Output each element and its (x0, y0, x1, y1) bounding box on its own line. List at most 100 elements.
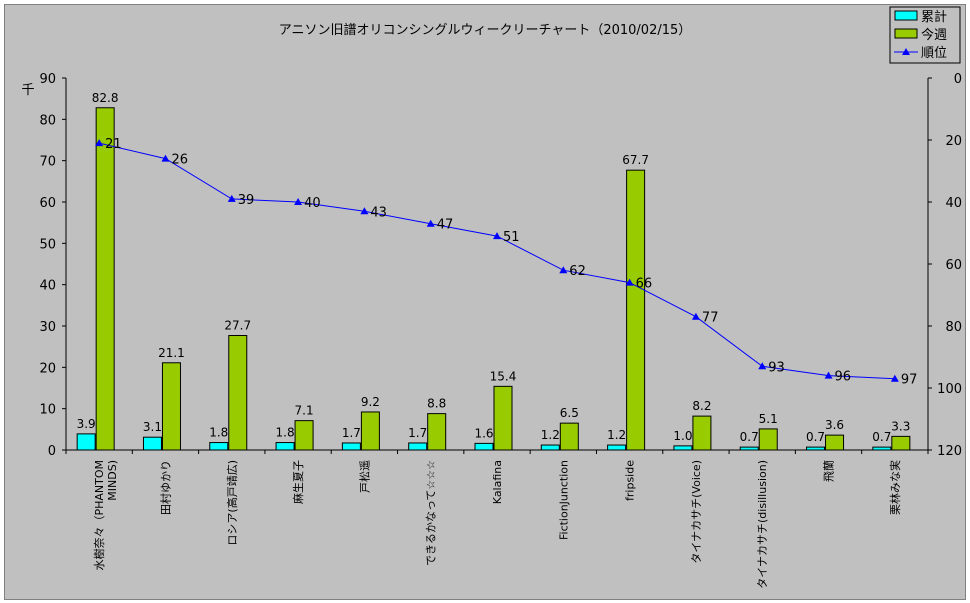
rank-marker (890, 374, 899, 382)
rank-label: 47 (437, 218, 454, 233)
bar-label-cumulative: 1.2 (541, 428, 560, 442)
bar-label-cumulative: 1.8 (209, 426, 228, 440)
bar-this-week (891, 435, 911, 451)
bar-this-week (626, 169, 646, 451)
legend-swatch (894, 28, 918, 39)
rank-marker (559, 266, 568, 274)
x-tick-label: FictionJunction (557, 460, 570, 540)
bar-label-this-week: 27.7 (224, 319, 251, 333)
x-tick-label: 麻生夏子 (291, 460, 305, 504)
x-tick-label: タイナカサチ(Voice) (690, 460, 703, 564)
legend-label: 順位 (921, 46, 947, 61)
rank-marker (161, 154, 170, 162)
bar-label-this-week: 3.3 (891, 419, 910, 433)
bar-cumulative (673, 445, 693, 451)
bar-cumulative (607, 444, 627, 451)
bar-label-this-week: 82.8 (92, 91, 119, 105)
x-tick-label: できるかなって☆☆☆ (425, 460, 438, 566)
y2-tick-label: 0 (954, 72, 962, 87)
rank-label: 66 (636, 277, 653, 292)
bar-label-cumulative: 1.7 (342, 426, 361, 440)
bar-label-cumulative: 3.1 (143, 420, 162, 434)
bar-label-cumulative: 0.7 (740, 430, 759, 444)
rank-label: 93 (768, 360, 785, 375)
rank-label: 40 (304, 196, 321, 211)
y-tick-label: 20 (39, 361, 56, 376)
rank-marker (625, 278, 634, 286)
rank-label: 97 (901, 373, 918, 388)
bar-this-week (228, 335, 248, 451)
rank-marker (493, 232, 501, 240)
bar-this-week (161, 362, 181, 451)
legend-swatch (894, 10, 918, 21)
chart-title: アニソン旧譜オリコンシングルウィークリーチャート（2010/02/15） (279, 23, 692, 38)
bar-label-this-week: 7.1 (295, 404, 314, 418)
bar-label-this-week: 3.6 (825, 418, 844, 432)
bar-this-week (294, 420, 314, 451)
x-tick-label: タイナカサチ(disillusion) (756, 460, 769, 589)
bar-cumulative (76, 433, 96, 451)
rank-label: 96 (835, 370, 852, 385)
rank-label: 77 (702, 311, 719, 326)
bar-cumulative (739, 446, 759, 451)
bar-label-this-week: 6.5 (560, 406, 579, 420)
legend-label: 累計 (921, 9, 947, 25)
bar-label-this-week: 15.4 (490, 369, 517, 383)
rank-label: 26 (171, 153, 188, 168)
bar-this-week (758, 428, 778, 451)
rank-label: 21 (105, 137, 122, 152)
x-tick-label: Kalafina (491, 460, 504, 504)
bar-label-this-week: 8.8 (427, 397, 446, 411)
rank-label: 51 (503, 230, 520, 245)
rank-marker (691, 312, 700, 320)
x-tick-label: 田村ゆかり (158, 460, 172, 515)
y-tick-label: 0 (48, 444, 56, 459)
x-tick-label-line2: MINDS) (106, 460, 119, 501)
x-tick-label: ロシア(高戸靖広) (225, 460, 239, 546)
legend-marker (902, 48, 910, 55)
y-tick-label: 90 (39, 72, 56, 87)
bar-label-this-week: 5.1 (759, 412, 778, 426)
y-tick-label: 80 (39, 113, 56, 128)
rank-label: 39 (238, 193, 255, 208)
rank-marker (824, 371, 833, 379)
bar-this-week (559, 422, 579, 451)
x-tick-label: 水樹奈々（PHANTOM (92, 460, 106, 571)
chart-frame (4, 4, 966, 600)
bar-this-week (825, 434, 845, 451)
bar-label-this-week: 9.2 (361, 395, 380, 409)
bar-cumulative (142, 436, 162, 451)
y-tick-label: 50 (39, 237, 56, 252)
bar-label-cumulative: 0.7 (872, 430, 891, 444)
rank-label: 62 (569, 264, 586, 279)
bar-this-week (427, 413, 447, 451)
rank-marker (95, 139, 104, 147)
y2-tick-label: 120 (937, 444, 962, 459)
x-tick-label: 栗林みな実 (888, 460, 902, 515)
bar-this-week (493, 385, 513, 451)
bar-this-week (360, 411, 380, 451)
rank-marker (227, 194, 236, 202)
bar-label-this-week: 8.2 (692, 399, 711, 413)
rank-marker (426, 219, 435, 227)
rank-marker (758, 362, 767, 370)
x-tick-label: 飛蘭 (823, 460, 836, 482)
y2-tick-label: 40 (945, 196, 962, 211)
y-tick-label: 40 (39, 279, 56, 294)
legend-label: 今週 (921, 27, 947, 43)
bar-cumulative (209, 442, 229, 451)
bar-cumulative (540, 444, 560, 451)
bar-cumulative (872, 446, 892, 451)
bar-cumulative (341, 442, 361, 451)
bar-label-cumulative: 0.7 (806, 430, 825, 444)
bar-cumulative (474, 442, 494, 451)
y-axis-label: 千 (21, 83, 34, 98)
bar-cumulative (408, 442, 428, 451)
bar-label-this-week: 21.1 (158, 346, 185, 360)
bar-cumulative (275, 442, 295, 451)
x-tick-label: 戸松遥 (357, 460, 371, 493)
y-tick-label: 30 (39, 320, 56, 335)
y-tick-label: 10 (39, 403, 56, 418)
